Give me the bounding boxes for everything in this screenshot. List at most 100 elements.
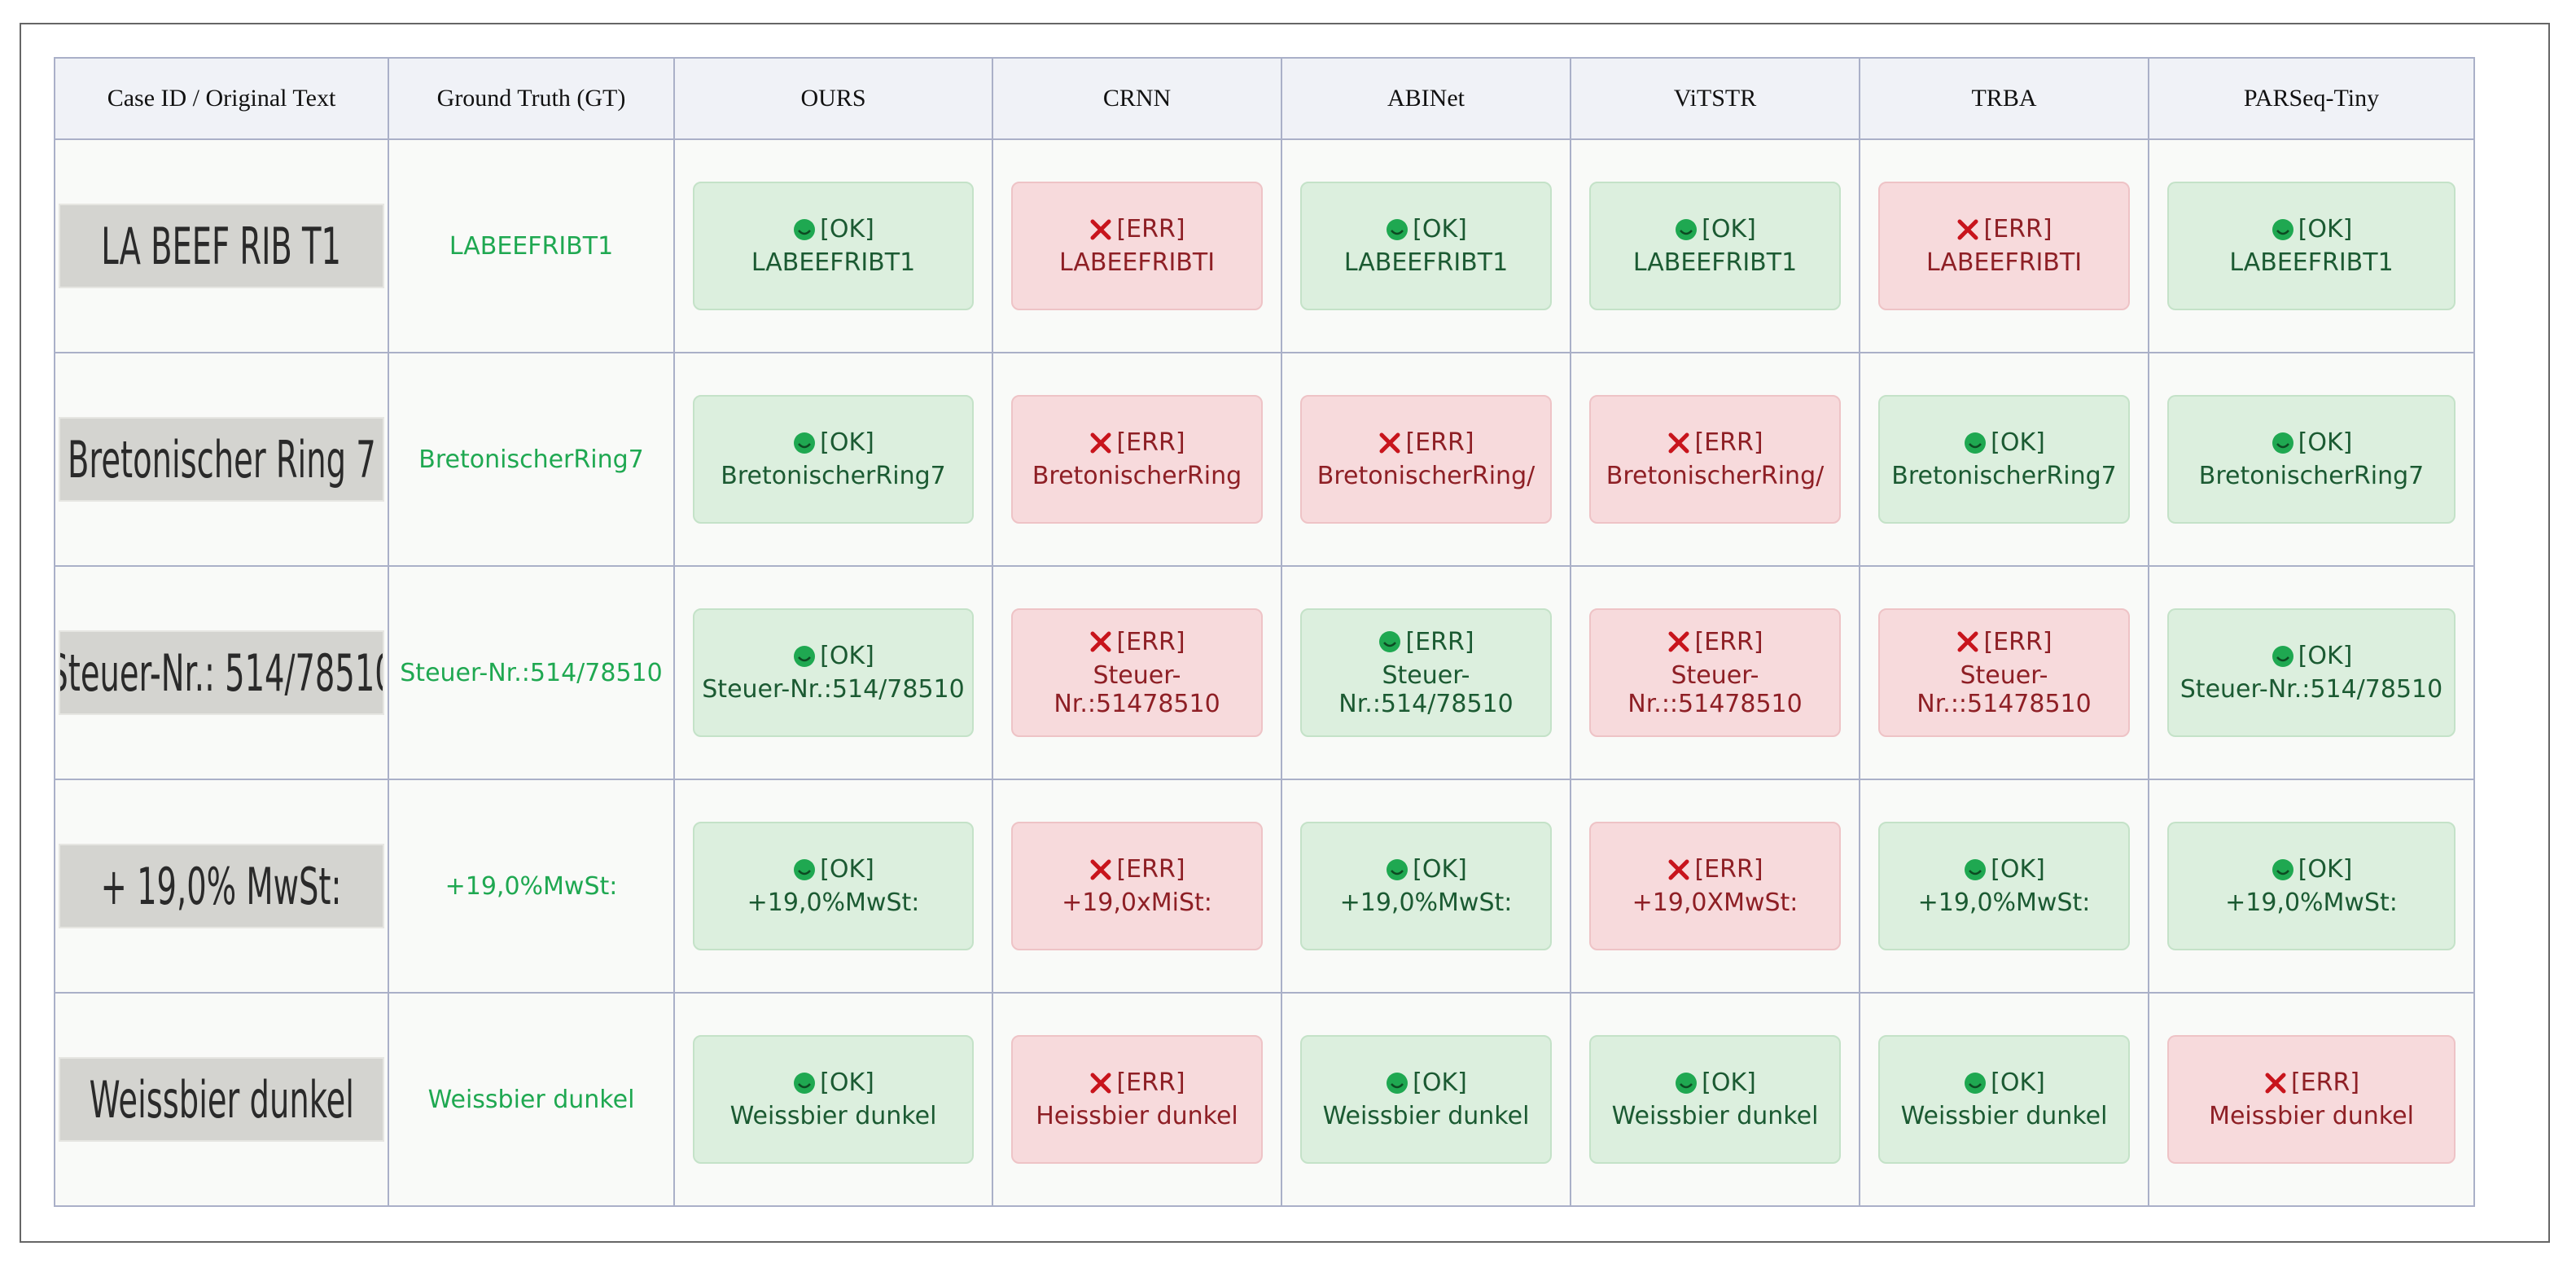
result-box: [OK] BretonischerRing7 bbox=[1878, 395, 2130, 524]
prediction: Steuer-Nr.::51478510 bbox=[1628, 660, 1803, 718]
prediction: LABEEFRIBTI bbox=[1925, 248, 2083, 277]
prediction: Weissbier dunkel bbox=[1322, 1102, 1530, 1130]
result-box: [OK] LABEEFRIBT1 bbox=[1300, 182, 1552, 310]
err-icon bbox=[1379, 432, 1400, 453]
status: [ERR] bbox=[1089, 428, 1185, 457]
status: [ERR] bbox=[1667, 855, 1763, 884]
status: [OK] bbox=[1963, 1068, 2045, 1097]
result-cell: [ERR] BretonischerRing/ bbox=[1570, 352, 1860, 567]
ok-icon bbox=[1676, 1072, 1698, 1094]
result-cell: [ERR] Heissbier dunkel bbox=[992, 992, 1282, 1207]
result-cell: [ERR] Steuer-Nr.:51478510 bbox=[992, 565, 1282, 780]
status-label: [ERR] bbox=[1983, 215, 2052, 244]
ground-truth-cell: Steuer-Nr.:514/78510 bbox=[388, 565, 675, 780]
prediction: +19,0%MwSt: bbox=[747, 888, 920, 917]
status: [OK] bbox=[2271, 855, 2352, 884]
prediction: Steuer-Nr.::51478510 bbox=[1917, 660, 2092, 718]
ok-icon bbox=[2272, 858, 2293, 880]
original-text: Weissbier dunkel bbox=[89, 1069, 354, 1130]
status: [OK] bbox=[2271, 428, 2352, 457]
prediction: LABEEFRIBTI bbox=[1058, 248, 1216, 277]
result-cell: [OK] +19,0%MwSt: bbox=[673, 779, 993, 994]
ok-icon bbox=[1387, 858, 1408, 880]
status-label: [OK] bbox=[820, 428, 874, 457]
status-label: [ERR] bbox=[1694, 855, 1763, 884]
status-label: [ERR] bbox=[1405, 627, 1474, 656]
result-cell: [OK] LABEEFRIBT1 bbox=[673, 138, 993, 353]
status: [ERR] bbox=[1378, 628, 1474, 656]
result-cell: [OK] Steuer-Nr.:514/78510 bbox=[673, 565, 993, 780]
status-label: [ERR] bbox=[1116, 215, 1185, 244]
status-label: [ERR] bbox=[1694, 627, 1763, 656]
prediction: BretonischerRing7 bbox=[721, 462, 946, 490]
prediction: BretonischerRing/ bbox=[1606, 462, 1825, 490]
result-box: [OK] Steuer-Nr.:514/78510 bbox=[2167, 608, 2456, 737]
original-text: Steuer-Nr.: 514/78510 bbox=[59, 643, 384, 703]
original-cell: LA BEEF RIB T1 bbox=[54, 138, 389, 353]
err-icon bbox=[1090, 432, 1111, 453]
status-label: [ERR] bbox=[1116, 855, 1185, 884]
status: [ERR] bbox=[1667, 428, 1763, 457]
ground-truth-cell: +19,0%MwSt: bbox=[388, 779, 675, 994]
original-text: + 19,0% MwSt: bbox=[101, 856, 342, 916]
status: [OK] bbox=[1385, 215, 1467, 244]
status-label: [ERR] bbox=[2290, 1068, 2360, 1097]
original-cell: Bretonischer Ring 7 bbox=[54, 352, 389, 567]
status-label: [OK] bbox=[2298, 215, 2353, 244]
header-cell: Case ID / Original Text bbox=[54, 57, 389, 140]
result-box: [ERR] Meissbier dunkel bbox=[2167, 1035, 2456, 1164]
ok-icon bbox=[794, 1072, 816, 1094]
result-cell: [OK] BretonischerRing7 bbox=[1859, 352, 2149, 567]
status: [OK] bbox=[792, 855, 874, 884]
status-label: [OK] bbox=[1702, 1068, 1756, 1097]
status-label: [OK] bbox=[820, 215, 874, 244]
ground-truth: BretonischerRing7 bbox=[418, 445, 644, 474]
prediction: Meissbier dunkel bbox=[2209, 1102, 2414, 1130]
status-label: [OK] bbox=[1991, 855, 2045, 884]
prediction: Weissbier dunkel bbox=[1611, 1102, 1819, 1130]
status-label: [ERR] bbox=[1116, 1068, 1185, 1097]
header-cell: PARSeq-Tiny bbox=[2148, 57, 2475, 140]
err-icon bbox=[1668, 432, 1689, 453]
result-box: [OK] +19,0%MwSt: bbox=[1300, 822, 1552, 950]
ok-icon bbox=[1387, 1072, 1408, 1094]
result-cell: [ERR] Steuer-Nr.::51478510 bbox=[1859, 565, 2149, 780]
ground-truth: +19,0%MwSt: bbox=[445, 871, 618, 901]
result-box: [ERR] +19,0xMiSt: bbox=[1011, 822, 1263, 950]
header-cell: Ground Truth (GT) bbox=[388, 57, 675, 140]
result-box: [ERR]Steuer-Nr.::51478510 bbox=[1589, 608, 1841, 737]
result-box: [ERR] Heissbier dunkel bbox=[1011, 1035, 1263, 1164]
prediction: Heissbier dunkel bbox=[1036, 1102, 1238, 1130]
ok-icon bbox=[1965, 432, 1987, 454]
result-box: [OK] BretonischerRing7 bbox=[693, 395, 974, 524]
result-cell: [ERR] BretonischerRing/ bbox=[1281, 352, 1571, 567]
result-box: [OK] +19,0%MwSt: bbox=[2167, 822, 2456, 950]
status-label: [OK] bbox=[1991, 1068, 2045, 1097]
prediction: Steuer-Nr.:514/78510 bbox=[702, 675, 965, 704]
ok-icon bbox=[794, 858, 816, 880]
result-cell: [OK] Weissbier dunkel bbox=[1859, 992, 2149, 1207]
status: [OK] bbox=[1674, 1068, 1756, 1097]
status: [OK] bbox=[2271, 215, 2353, 244]
status-label: [ERR] bbox=[1694, 428, 1763, 457]
status-label: [ERR] bbox=[1116, 627, 1185, 656]
original-image: Steuer-Nr.: 514/78510 bbox=[59, 630, 384, 715]
result-cell: [OK] LABEEFRIBT1 bbox=[1281, 138, 1571, 353]
original-image: Weissbier dunkel bbox=[59, 1057, 384, 1142]
original-image: Bretonischer Ring 7 bbox=[59, 417, 384, 502]
status: [OK] bbox=[792, 642, 874, 670]
prediction: +19,0%MwSt: bbox=[2225, 888, 2398, 917]
status-label: [OK] bbox=[1413, 855, 1467, 884]
ok-icon bbox=[2272, 645, 2293, 667]
result-cell: [OK] Weissbier dunkel bbox=[1281, 992, 1571, 1207]
result-cell: [OK] Steuer-Nr.:514/78510 bbox=[2148, 565, 2475, 780]
table-body: LA BEEF RIB T1 LABEEFRIBT1 [OK] LABEEFRIBT1… bbox=[54, 138, 2475, 1207]
status: [ERR] bbox=[1667, 628, 1763, 656]
result-box: [OK] LABEEFRIBT1 bbox=[2167, 182, 2456, 310]
original-cell: Weissbier dunkel bbox=[54, 992, 389, 1207]
status: [OK] bbox=[792, 215, 874, 244]
status: [ERR] bbox=[2263, 1068, 2359, 1097]
header-cell: CRNN bbox=[992, 57, 1282, 140]
err-icon bbox=[1090, 219, 1111, 239]
